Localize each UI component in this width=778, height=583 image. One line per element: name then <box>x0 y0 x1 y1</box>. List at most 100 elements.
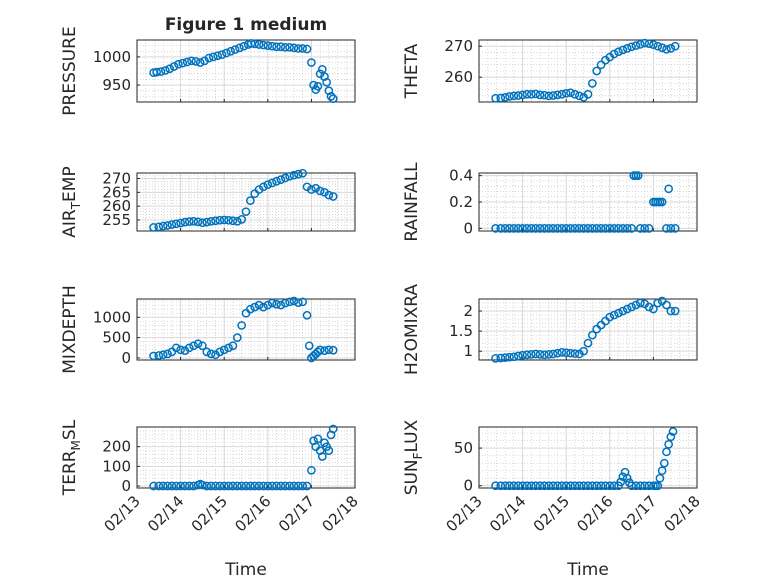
data-point <box>627 481 636 491</box>
data-point <box>592 224 602 233</box>
data-point <box>644 39 654 49</box>
data-point <box>518 350 527 360</box>
data-point <box>666 432 676 442</box>
subplot-5: 0 500 1000 MIXDEPTH <box>60 285 356 374</box>
data-point <box>601 481 610 491</box>
y-tick-label: 0 <box>121 349 131 367</box>
data-point <box>289 43 299 53</box>
data-point <box>289 170 299 180</box>
data-point <box>328 424 338 434</box>
data-point <box>298 297 308 307</box>
data-point <box>653 298 663 308</box>
data-point <box>666 224 676 233</box>
data-point <box>553 481 562 491</box>
data-point <box>614 308 623 318</box>
data-point <box>324 446 334 455</box>
data-point <box>267 481 277 491</box>
data-point <box>491 93 500 103</box>
data-point <box>289 481 299 491</box>
data-point <box>293 44 303 53</box>
data-point <box>513 481 523 491</box>
data-point <box>160 66 170 75</box>
data-point <box>250 302 260 312</box>
data-point <box>149 223 158 232</box>
axes-box <box>478 39 698 103</box>
data-point <box>228 341 238 351</box>
y-tick-label: 260 <box>444 68 473 86</box>
data-point <box>174 59 183 69</box>
data-point <box>285 481 294 491</box>
data-point <box>259 302 268 312</box>
y-tick-label: 1000 <box>93 48 131 66</box>
data-point <box>540 350 549 360</box>
data-point <box>496 224 506 233</box>
data-point <box>548 224 558 233</box>
data-point <box>535 90 545 100</box>
y-axis-label: TERRMSL <box>60 419 83 496</box>
data-point <box>320 72 329 81</box>
data-point <box>228 481 238 491</box>
data-point <box>622 473 632 483</box>
data-point <box>154 351 164 360</box>
data-point <box>583 481 593 491</box>
data-point <box>649 40 658 50</box>
data-point <box>616 477 626 487</box>
data-point <box>158 350 168 360</box>
data-point <box>154 222 164 232</box>
data-point <box>149 351 158 361</box>
data-point <box>206 481 216 491</box>
data-point <box>622 224 632 233</box>
data-point <box>219 215 229 225</box>
data-point <box>655 473 665 483</box>
data-point <box>540 90 549 100</box>
data-point <box>666 44 676 53</box>
data-point <box>293 169 303 179</box>
data-point <box>657 466 667 476</box>
data-point <box>662 44 671 54</box>
data-point <box>298 481 308 491</box>
y-tick-label: 0 <box>121 477 131 495</box>
data-point <box>224 215 233 225</box>
y-axis-label: SUNFLUX <box>402 419 425 495</box>
y-tick-label: 200 <box>102 438 131 456</box>
data-point <box>176 218 185 228</box>
data-point <box>246 304 255 314</box>
data-point <box>553 90 562 100</box>
data-point <box>509 352 519 362</box>
data-point <box>237 481 246 491</box>
data-point <box>579 224 588 233</box>
data-point <box>522 89 532 99</box>
data-point <box>605 481 615 491</box>
data-point <box>263 481 273 491</box>
data-point <box>561 481 571 491</box>
data-point <box>232 333 242 342</box>
data-point <box>280 173 290 183</box>
data-point <box>276 481 286 491</box>
data-point <box>653 481 663 491</box>
y-tick-label: 0 <box>463 219 473 237</box>
data-point <box>635 481 645 491</box>
data-point <box>222 48 231 58</box>
axes-box <box>478 172 698 232</box>
data-point <box>202 481 212 491</box>
data-point <box>259 182 268 192</box>
data-point <box>526 89 536 99</box>
data-point <box>557 89 567 99</box>
data-point <box>544 224 554 233</box>
data-point <box>307 185 316 194</box>
data-point <box>496 353 506 363</box>
data-point <box>224 481 233 491</box>
data-point <box>280 298 290 308</box>
data-point <box>583 338 593 348</box>
data-point <box>298 168 308 178</box>
data-point <box>518 90 527 100</box>
data-point <box>662 447 671 457</box>
data-point <box>588 481 597 491</box>
axes-box <box>136 298 356 361</box>
data-point <box>304 341 314 351</box>
x-axis-label-right: Time <box>566 560 609 580</box>
subplot-4: 0 0.2 0.4 RAINFALL <box>402 162 698 242</box>
data-point <box>583 89 593 99</box>
